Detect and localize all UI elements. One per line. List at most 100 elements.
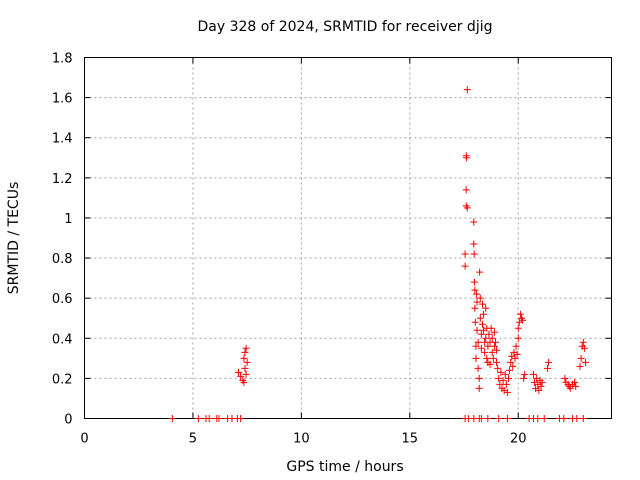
data-point [503,415,511,422]
x-tick-labels: 0 5 10 15 20 [80,432,526,447]
data-point [485,330,493,338]
data-point [495,415,503,422]
data-point [475,374,483,382]
data-point [471,318,479,326]
data-point [480,310,488,318]
data-point [477,344,485,352]
data-point [243,358,251,366]
data-point [491,338,499,346]
data-point [463,154,471,162]
y-tick-label: 1.6 [52,92,73,107]
data-point [579,415,587,422]
data-point [473,290,481,298]
y-tick-label: 0.4 [52,332,73,347]
data-point [489,354,497,362]
data-point [462,186,470,194]
data-point [461,250,469,258]
chart-title: Day 328 of 2024, SRMTID for receiver dji… [198,19,493,35]
data-point [507,358,515,366]
data-point [544,364,552,372]
data-point [577,354,585,362]
data-point [513,350,521,358]
x-axis-title: GPS time / hours [286,459,403,475]
data-point [482,334,490,342]
data-point [571,378,579,386]
data-point [472,342,480,350]
data-point [581,358,589,366]
data-point [470,278,478,286]
data-point [477,330,485,338]
data-point [503,388,511,396]
x-tick-label: 10 [293,432,310,447]
data-points [168,86,589,422]
x-tick-label: 5 [189,432,197,447]
data-point [478,320,486,328]
data-point [488,334,496,342]
x-tick-label: 0 [80,432,88,447]
data-point [476,314,484,322]
data-point [470,218,478,226]
data-point [502,380,510,388]
data-point [495,374,503,382]
data-point [506,366,514,374]
data-point [545,358,553,366]
data-point [463,86,471,94]
data-point [560,415,568,422]
data-point [484,342,492,350]
data-point [237,415,245,422]
y-tick-label: 1 [64,212,72,227]
data-point [482,304,490,312]
data-point [241,348,249,356]
data-point [511,354,519,362]
data-point [240,354,248,362]
data-point [509,362,517,370]
data-point [470,250,478,258]
data-point [470,240,478,248]
data-point [242,370,250,378]
y-tick-labels: 0 0.2 0.4 0.6 0.8 1 1.2 1.4 1.6 1.8 [52,52,73,428]
x-tick-label: 15 [402,432,419,447]
data-point [475,384,483,392]
data-point [494,364,502,372]
y-tick-label: 0.6 [52,292,73,307]
grid [84,57,612,419]
y-tick-label: 0.2 [52,372,73,387]
axis-ticks [84,57,612,419]
y-axis-title: SRMTID / TECUs [6,182,22,295]
data-point [476,294,484,302]
data-point [516,310,524,318]
data-point [473,326,481,334]
data-point [512,342,520,350]
data-point [484,415,492,422]
data-point [477,415,485,422]
data-point [215,415,223,422]
data-point [519,316,527,324]
data-point [242,344,250,352]
data-point [540,415,548,422]
data-point [234,368,242,376]
data-point [490,342,498,350]
data-point [520,374,528,382]
data-point [240,378,248,386]
data-point [478,300,486,308]
data-point [481,348,489,356]
y-tick-label: 1.4 [52,132,73,147]
data-point [538,378,546,386]
data-point [241,364,249,372]
data-point [471,286,479,294]
data-point [493,358,501,366]
data-point [504,374,512,382]
data-point [486,360,494,368]
data-point [537,382,545,390]
data-point [514,334,522,342]
data-point [566,384,574,392]
data-point [168,415,176,422]
data-point [473,298,481,306]
data-point [514,324,522,332]
x-tick-label: 20 [510,432,527,447]
data-point [534,415,542,422]
data-point [580,344,588,352]
data-point [474,338,482,346]
data-point [521,370,529,378]
